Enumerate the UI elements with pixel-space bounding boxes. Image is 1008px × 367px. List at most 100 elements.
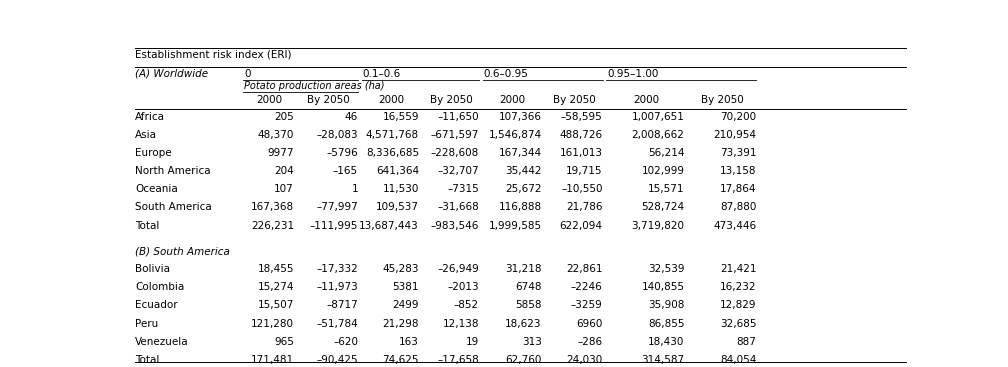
Text: 226,231: 226,231: [251, 221, 294, 230]
Text: 205: 205: [274, 112, 294, 122]
Text: Bolivia: Bolivia: [135, 264, 170, 274]
Text: 87,880: 87,880: [720, 203, 756, 212]
Text: 35,908: 35,908: [648, 301, 684, 310]
Text: 622,094: 622,094: [559, 221, 603, 230]
Text: 488,726: 488,726: [559, 130, 603, 140]
Text: –165: –165: [333, 166, 358, 176]
Text: 2000: 2000: [378, 95, 404, 105]
Text: 163: 163: [399, 337, 419, 347]
Text: 18,430: 18,430: [648, 337, 684, 347]
Text: 15,507: 15,507: [258, 301, 294, 310]
Text: –7315: –7315: [448, 184, 479, 195]
Text: 161,013: 161,013: [559, 148, 603, 158]
Text: Oceania: Oceania: [135, 184, 178, 195]
Text: 167,344: 167,344: [499, 148, 541, 158]
Text: 0.6–0.95: 0.6–0.95: [484, 69, 528, 79]
Text: 140,855: 140,855: [641, 282, 684, 292]
Text: Europe: Europe: [135, 148, 172, 158]
Text: 16,232: 16,232: [720, 282, 756, 292]
Text: 6748: 6748: [515, 282, 541, 292]
Text: 0.1–0.6: 0.1–0.6: [363, 69, 401, 79]
Text: 35,442: 35,442: [505, 166, 541, 176]
Text: Establishment risk index (ERI): Establishment risk index (ERI): [135, 50, 292, 60]
Text: By 2050: By 2050: [702, 95, 744, 105]
Text: 12,138: 12,138: [443, 319, 479, 328]
Text: –2246: –2246: [571, 282, 603, 292]
Text: 3,719,820: 3,719,820: [632, 221, 684, 230]
Text: –286: –286: [578, 337, 603, 347]
Text: –5796: –5796: [327, 148, 358, 158]
Text: 5858: 5858: [515, 301, 541, 310]
Text: By 2050: By 2050: [553, 95, 596, 105]
Text: 11,530: 11,530: [383, 184, 419, 195]
Text: 21,421: 21,421: [720, 264, 756, 274]
Text: Venezuela: Venezuela: [135, 337, 188, 347]
Text: By 2050: By 2050: [430, 95, 473, 105]
Text: 86,855: 86,855: [648, 319, 684, 328]
Text: –51,784: –51,784: [317, 319, 358, 328]
Text: –28,083: –28,083: [317, 130, 358, 140]
Text: –26,949: –26,949: [437, 264, 479, 274]
Text: 25,672: 25,672: [505, 184, 541, 195]
Text: –3259: –3259: [571, 301, 603, 310]
Text: 965: 965: [274, 337, 294, 347]
Text: 4,571,768: 4,571,768: [366, 130, 419, 140]
Text: –11,650: –11,650: [437, 112, 479, 122]
Text: (B) South America: (B) South America: [135, 246, 230, 256]
Text: 1,007,651: 1,007,651: [632, 112, 684, 122]
Text: 12,829: 12,829: [720, 301, 756, 310]
Text: –852: –852: [454, 301, 479, 310]
Text: 31,218: 31,218: [505, 264, 541, 274]
Text: 56,214: 56,214: [648, 148, 684, 158]
Text: 2000: 2000: [256, 95, 282, 105]
Text: 32,685: 32,685: [720, 319, 756, 328]
Text: 6960: 6960: [577, 319, 603, 328]
Text: 2000: 2000: [633, 95, 659, 105]
Text: South America: South America: [135, 203, 212, 212]
Text: 102,999: 102,999: [641, 166, 684, 176]
Text: 62,760: 62,760: [505, 355, 541, 365]
Text: Total: Total: [135, 355, 159, 365]
Text: Africa: Africa: [135, 112, 165, 122]
Text: –32,707: –32,707: [437, 166, 479, 176]
Text: 473,446: 473,446: [714, 221, 756, 230]
Text: 107: 107: [274, 184, 294, 195]
Text: 17,864: 17,864: [720, 184, 756, 195]
Text: –17,332: –17,332: [317, 264, 358, 274]
Text: (A) Worldwide: (A) Worldwide: [135, 69, 209, 79]
Text: –58,595: –58,595: [560, 112, 603, 122]
Text: Total: Total: [135, 221, 159, 230]
Text: 18,455: 18,455: [257, 264, 294, 274]
Text: –77,997: –77,997: [317, 203, 358, 212]
Text: 1: 1: [352, 184, 358, 195]
Text: 32,539: 32,539: [648, 264, 684, 274]
Text: 204: 204: [274, 166, 294, 176]
Text: Asia: Asia: [135, 130, 157, 140]
Text: 2,008,662: 2,008,662: [632, 130, 684, 140]
Text: –8717: –8717: [327, 301, 358, 310]
Text: 16,559: 16,559: [382, 112, 419, 122]
Text: 1,546,874: 1,546,874: [489, 130, 541, 140]
Text: Potato production areas (ha): Potato production areas (ha): [244, 81, 384, 91]
Text: –983,546: –983,546: [430, 221, 479, 230]
Text: 107,366: 107,366: [499, 112, 541, 122]
Text: 641,364: 641,364: [376, 166, 419, 176]
Text: 45,283: 45,283: [382, 264, 419, 274]
Text: Ecuador: Ecuador: [135, 301, 178, 310]
Text: 15,571: 15,571: [648, 184, 684, 195]
Text: 2000: 2000: [500, 95, 526, 105]
Text: 2499: 2499: [392, 301, 419, 310]
Text: 887: 887: [737, 337, 756, 347]
Text: 116,888: 116,888: [499, 203, 541, 212]
Text: 0: 0: [244, 69, 250, 79]
Text: By 2050: By 2050: [307, 95, 350, 105]
Text: 210,954: 210,954: [714, 130, 756, 140]
Text: 13,687,443: 13,687,443: [359, 221, 419, 230]
Text: 22,861: 22,861: [566, 264, 603, 274]
Text: 84,054: 84,054: [720, 355, 756, 365]
Text: 21,298: 21,298: [382, 319, 419, 328]
Text: 18,623: 18,623: [505, 319, 541, 328]
Text: 9977: 9977: [267, 148, 294, 158]
Text: 5381: 5381: [392, 282, 419, 292]
Text: –620: –620: [333, 337, 358, 347]
